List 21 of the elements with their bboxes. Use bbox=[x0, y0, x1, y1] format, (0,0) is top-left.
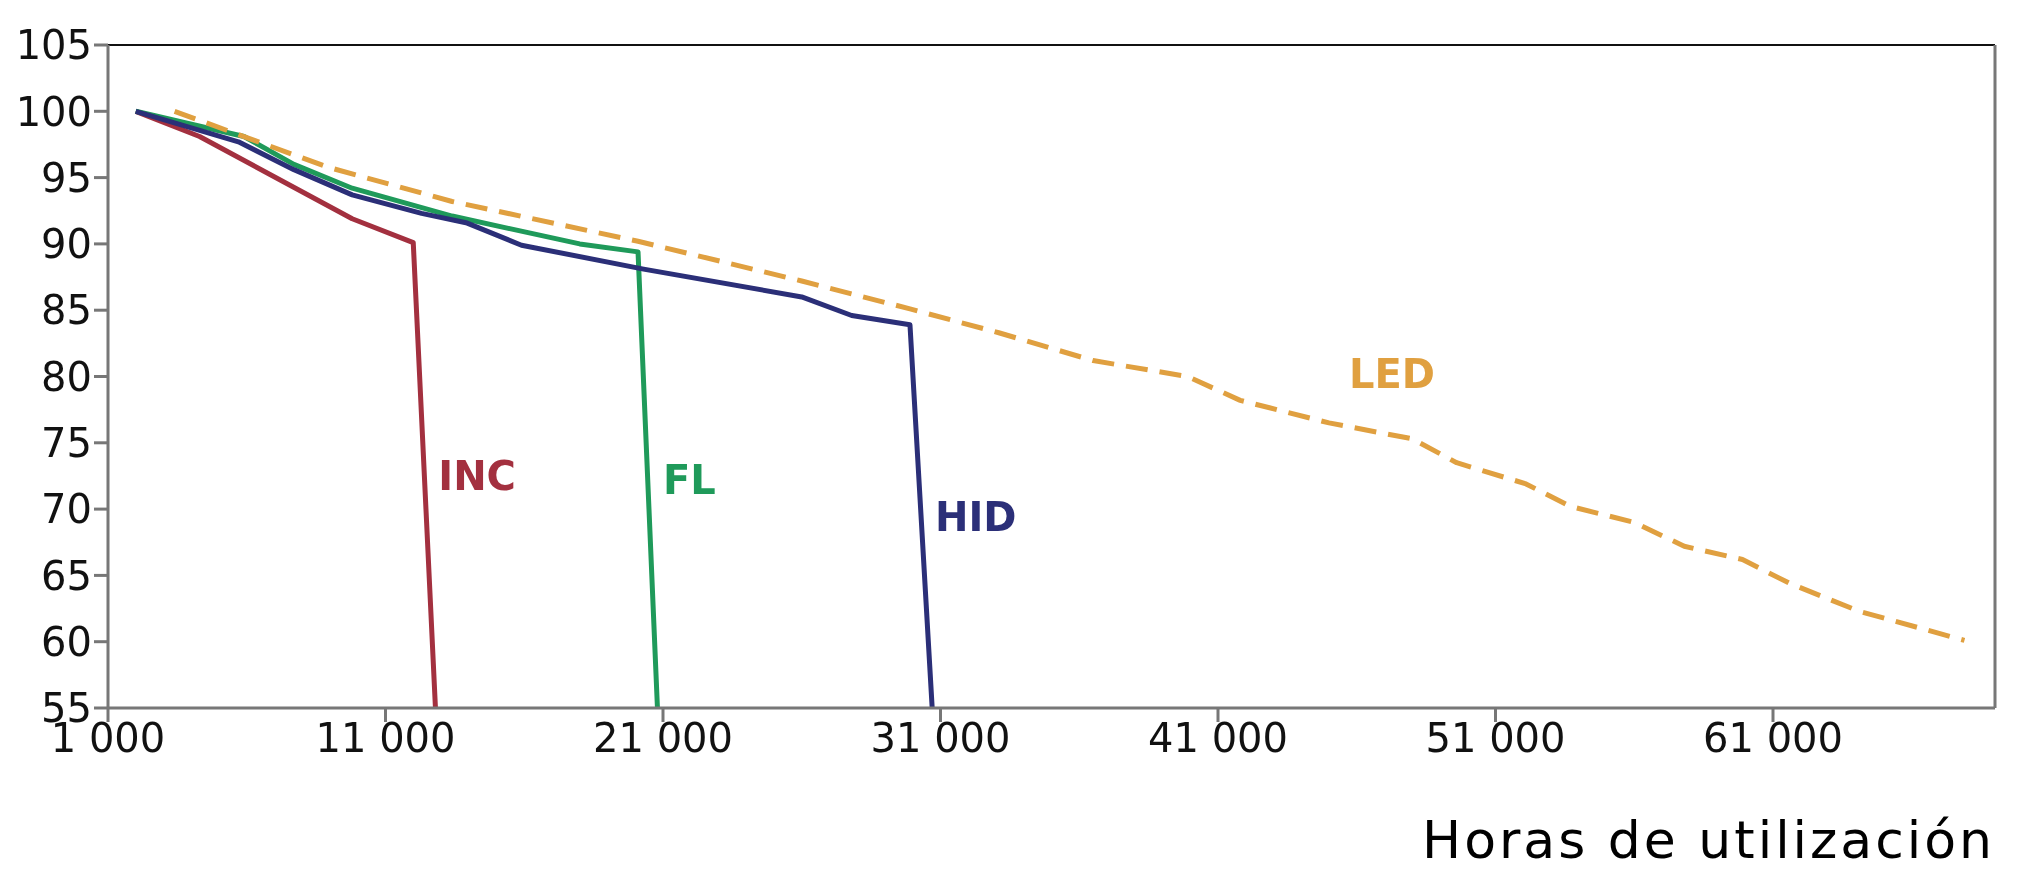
y-tick-label: 105 bbox=[15, 22, 92, 69]
y-tick-label: 60 bbox=[41, 618, 92, 665]
y-tick-label: 80 bbox=[41, 353, 92, 400]
y-tick-label: 85 bbox=[41, 287, 92, 334]
x-axis-title: Horas de utilización bbox=[1422, 810, 1995, 870]
y-tick-label: 90 bbox=[41, 221, 92, 268]
y-tick-label: 70 bbox=[41, 486, 92, 533]
x-tick-label: 11 000 bbox=[315, 715, 456, 762]
y-tick-label: 100 bbox=[15, 88, 92, 135]
x-tick-label: 61 000 bbox=[1703, 715, 1843, 762]
series-label: HID bbox=[934, 493, 1017, 540]
x-tick-label: 31 000 bbox=[870, 715, 1011, 762]
y-tick-label: 65 bbox=[41, 552, 92, 599]
x-tick-label: 21 000 bbox=[593, 715, 733, 762]
x-tick-label: 41 000 bbox=[1148, 715, 1288, 762]
y-tick-label: 75 bbox=[41, 420, 92, 466]
x-tick-label: 51 000 bbox=[1425, 715, 1566, 762]
series-label: LED bbox=[1349, 350, 1436, 397]
series-label: FL bbox=[663, 457, 716, 504]
series-label: INC bbox=[438, 452, 516, 499]
y-tick-label: 95 bbox=[41, 154, 92, 201]
